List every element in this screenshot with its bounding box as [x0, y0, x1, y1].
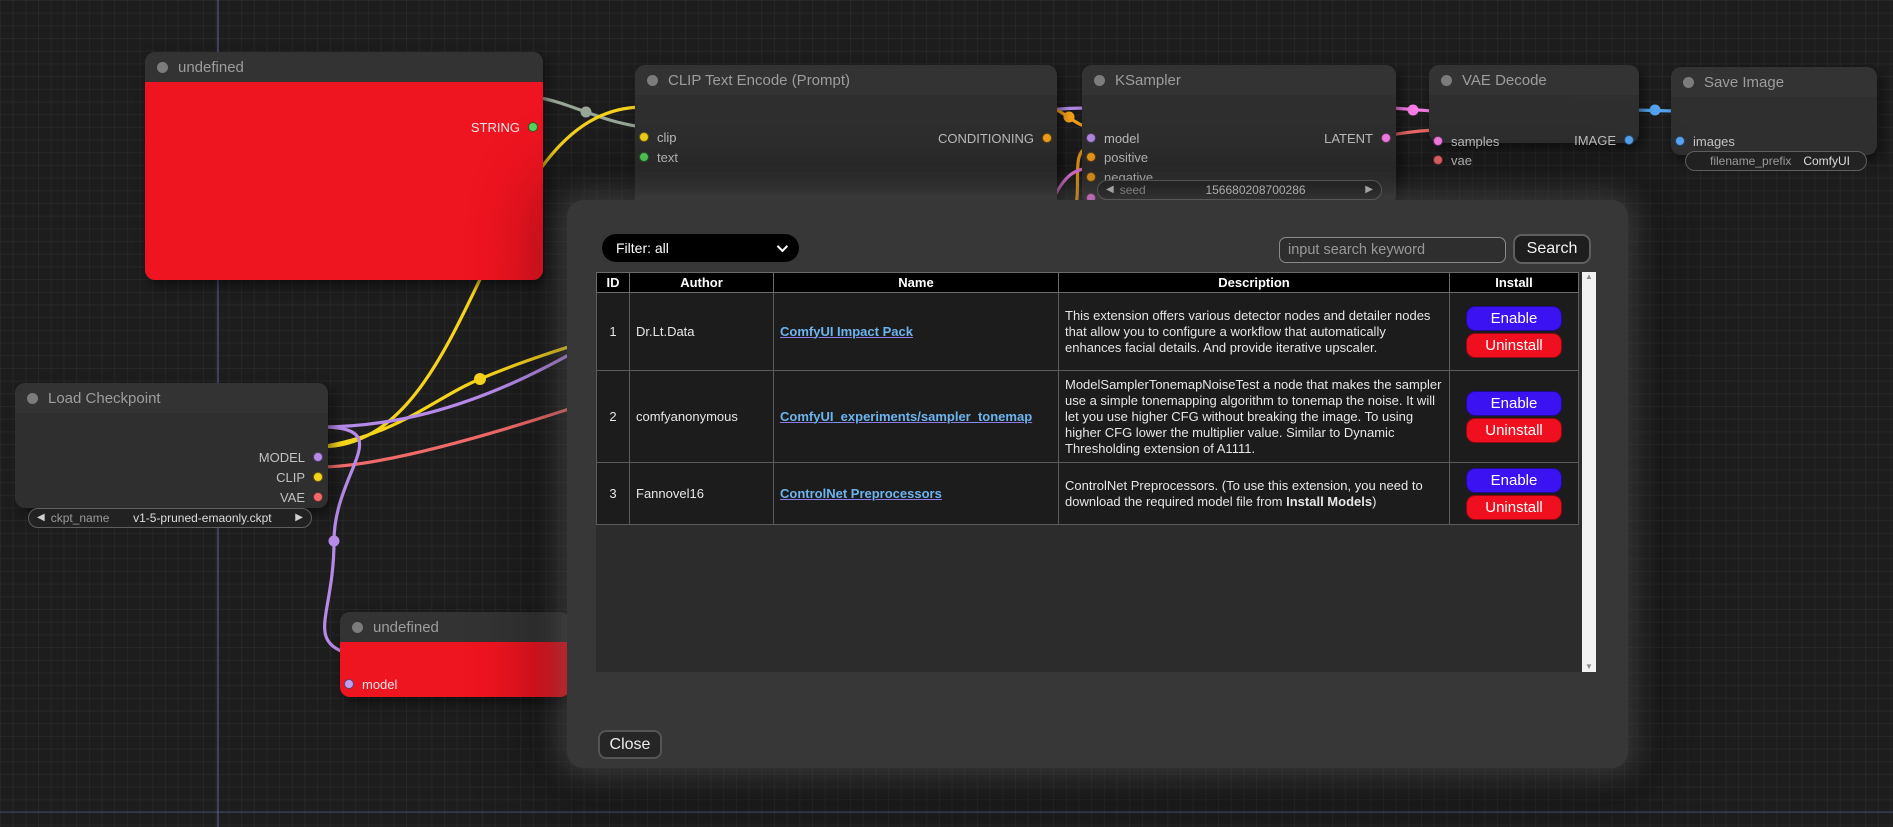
table-header-row: ID Author Name Description Install [596, 272, 1579, 293]
input-label: text [657, 149, 678, 165]
output-dot-vae[interactable] [313, 492, 323, 502]
output-dot-image[interactable] [1624, 135, 1634, 145]
seed-widget[interactable]: ◀ seed 156680208700286 ▶ [1097, 180, 1382, 200]
node-collapse-dot[interactable] [647, 74, 658, 86]
table-row: 2 comfyanonymous ComfyUI_experiments/sam… [596, 370, 1579, 463]
search-button[interactable]: Search [1513, 234, 1591, 264]
node-collapse-dot[interactable] [352, 621, 363, 633]
header-description: Description [1058, 272, 1450, 293]
header-id: ID [596, 272, 630, 293]
input-dot-model[interactable] [344, 679, 354, 689]
node-undefined-top[interactable]: undefined STRING [145, 52, 543, 280]
filter-select[interactable]: Filter: all [602, 234, 799, 262]
extension-manager-dialog: Filter: all Search ID Author Name Descri… [567, 200, 1628, 768]
node-load-checkpoint[interactable]: Load Checkpoint MODEL CLIP VAE ◀ ckpt_na… [15, 383, 328, 528]
filename-prefix-widget[interactable]: filename_prefix ComfyUI [1685, 151, 1867, 171]
ckpt-name-value[interactable]: v1-5-pruned-emaonly.ckpt [133, 511, 272, 525]
search-input[interactable] [1279, 237, 1506, 263]
node-title: undefined [373, 618, 439, 636]
node-title: undefined [178, 58, 244, 76]
input-dot-text[interactable] [639, 152, 649, 162]
table-row: 3 Fannovel16 ControlNet Preprocessors Co… [596, 462, 1579, 525]
node-vae-decode[interactable]: VAE Decode samples vae IMAGE [1429, 65, 1639, 168]
uninstall-button[interactable]: Uninstall [1466, 332, 1562, 358]
output-dot-latent[interactable] [1381, 133, 1391, 143]
scroll-up-icon[interactable]: ▲ [1585, 272, 1593, 281]
node-collapse-dot[interactable] [1683, 76, 1694, 88]
input-label: clip [657, 129, 677, 145]
input-dot-positive[interactable] [1086, 152, 1096, 162]
input-dot-model[interactable] [1086, 133, 1096, 143]
output-dot-conditioning[interactable] [1042, 133, 1052, 143]
chevron-down-icon [776, 240, 789, 253]
widget-increment-arrow-icon[interactable]: ▶ [1365, 184, 1373, 195]
node-title: CLIP Text Encode (Prompt) [668, 71, 851, 89]
input-dot-clip[interactable] [639, 132, 649, 142]
output-dot-model[interactable] [313, 452, 323, 462]
table-scrollbar[interactable]: ▲ ▼ [1582, 272, 1596, 672]
extension-table: ID Author Name Description Install 1 Dr.… [596, 272, 1579, 525]
ckpt-name-widget[interactable]: ◀ ckpt_name v1-5-pruned-emaonly.ckpt ▶ [28, 508, 312, 528]
table-row: 1 Dr.Lt.Data ComfyUI Impact Pack This ex… [596, 292, 1579, 371]
node-undefined-bottom[interactable]: undefined model [340, 612, 570, 697]
widget-decrement-arrow-icon[interactable]: ◀ [37, 512, 45, 523]
close-button[interactable]: Close [598, 730, 662, 759]
node-title: KSampler [1115, 71, 1181, 89]
extension-link[interactable]: ComfyUI Impact Pack [780, 323, 913, 339]
cell-author: comfyanonymous [629, 370, 774, 463]
cell-description: This extension offers various detector n… [1058, 292, 1450, 371]
header-install: Install [1449, 272, 1579, 293]
node-ksampler[interactable]: KSampler model positive negative latent_… [1082, 65, 1396, 206]
node-clip-text-encode[interactable]: CLIP Text Encode (Prompt) clip text COND… [635, 65, 1057, 210]
node-title: Save Image [1704, 73, 1785, 91]
output-dot-string[interactable] [528, 122, 538, 132]
input-dot-samples[interactable] [1433, 136, 1443, 146]
enable-button[interactable]: Enable [1466, 390, 1562, 416]
node-title: VAE Decode [1462, 71, 1547, 89]
input-dot-vae[interactable] [1433, 155, 1443, 165]
cell-author: Fannovel16 [629, 462, 774, 525]
cell-id: 1 [596, 292, 630, 371]
cell-author: Dr.Lt.Data [629, 292, 774, 371]
cell-description: ControlNet Preprocessors. (To use this e… [1058, 462, 1450, 525]
filename-prefix-value[interactable]: ComfyUI [1803, 154, 1850, 168]
cell-description: ModelSamplerTonemapNoiseTest a node that… [1058, 370, 1450, 463]
widget-decrement-arrow-icon[interactable]: ◀ [1106, 184, 1114, 195]
output-dot-clip[interactable] [313, 472, 323, 482]
input-dot-negative[interactable] [1086, 172, 1096, 182]
input-dot-images[interactable] [1675, 136, 1685, 146]
uninstall-button[interactable]: Uninstall [1466, 494, 1562, 520]
extension-link[interactable]: ControlNet Preprocessors [780, 485, 942, 501]
extension-link[interactable]: ComfyUI_experiments/sampler_tonemap [780, 408, 1033, 424]
output-label: CONDITIONING [937, 130, 1034, 146]
filter-selected-value: Filter: all [616, 240, 669, 256]
cell-id: 3 [596, 462, 630, 525]
canvas-origin-axis-horizontal [0, 811, 1893, 813]
seed-value[interactable]: 156680208700286 [1205, 183, 1306, 197]
node-collapse-dot[interactable] [1441, 74, 1452, 86]
widget-increment-arrow-icon[interactable]: ▶ [295, 512, 303, 523]
node-collapse-dot[interactable] [1094, 74, 1105, 86]
node-title: Load Checkpoint [48, 389, 161, 407]
cell-id: 2 [596, 370, 630, 463]
enable-button[interactable]: Enable [1466, 305, 1562, 331]
header-name: Name [773, 272, 1059, 293]
uninstall-button[interactable]: Uninstall [1466, 417, 1562, 443]
node-collapse-dot[interactable] [157, 61, 168, 73]
scroll-down-icon[interactable]: ▼ [1585, 662, 1593, 671]
node-save-image[interactable]: Save Image images filename_prefix ComfyU… [1671, 67, 1877, 171]
enable-button[interactable]: Enable [1466, 467, 1562, 493]
extension-table-container: ID Author Name Description Install 1 Dr.… [596, 272, 1596, 672]
output-label: STRING [470, 119, 520, 135]
header-author: Author [629, 272, 774, 293]
node-collapse-dot[interactable] [27, 392, 38, 404]
